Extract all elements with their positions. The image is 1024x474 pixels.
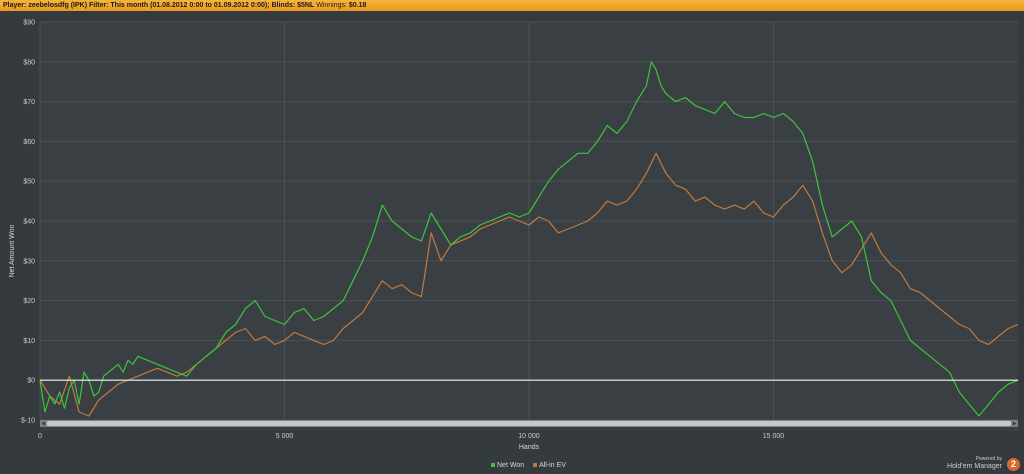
winnings-graph: $90 $80 $70 $60 $50 $40 $30 $20 $10 $0 $-10 0 5 000… <box>9 20 1019 451</box>
winnings-label: Winnings: <box>316 2 347 9</box>
legend-label-all-in-ev: All-in EV <box>539 462 566 469</box>
x-axis-title: Hands <box>519 444 540 451</box>
series-line-net-won <box>39 61 1019 417</box>
series-lines <box>39 61 1019 417</box>
branding: Powered by Hold'em Manager <box>947 456 1002 471</box>
legend-item-net-won[interactable]: Net Won <box>491 462 526 469</box>
chart-header: Player: zeebelosdfg (IPK) Filter: This m… <box>0 0 1024 11</box>
powered-by-text: Powered by <box>975 456 1002 462</box>
y-tick-label: $-10 <box>21 418 35 425</box>
x-axis-ticks: 0 5 000 10 000 15 000 <box>38 433 784 440</box>
y-tick-label: $50 <box>23 179 35 186</box>
y-tick-label: $70 <box>23 99 35 106</box>
y-tick-label: $10 <box>23 338 35 345</box>
scrollbar-thumb[interactable] <box>47 421 1011 426</box>
filter-value: This month (01.08.2012 0:00 to 01.09.201… <box>110 2 315 9</box>
y-axis-ticks: $90 $80 $70 $60 $50 $40 $30 $20 $10 $0 $-10 <box>21 20 35 425</box>
legend-label-net-won: Net Won <box>497 462 525 469</box>
x-tick-label: 0 <box>38 433 42 440</box>
horizontal-scrollbar[interactable] <box>40 420 1018 427</box>
winnings-value: $0.18 <box>348 2 367 9</box>
x-tick-label: 10 000 <box>518 433 540 440</box>
y-tick-label: $60 <box>23 139 35 146</box>
brand-name: Hold'em Manager <box>946 463 1002 470</box>
legend-swatch-all-in-ev <box>533 463 538 468</box>
scroll-right-icon[interactable] <box>1013 421 1016 426</box>
legend-item-all-in-ev[interactable]: All-in EV <box>533 462 566 469</box>
y-tick-label: $80 <box>23 59 35 66</box>
player-name: zeebelosdfg (IPK) <box>28 2 88 9</box>
legend: Net Won All-in EV <box>491 462 573 469</box>
y-tick-label: $90 <box>23 20 35 27</box>
x-tick-label: 5 000 <box>276 433 294 440</box>
filter-label: Filter: <box>89 2 109 9</box>
x-tick-label: 15 000 <box>763 433 785 440</box>
player-label: Player: <box>3 2 27 9</box>
y-tick-label: $40 <box>23 219 35 226</box>
legend-swatch-net-won <box>491 463 495 468</box>
y-axis-title: Net Amount Won <box>9 225 16 278</box>
scroll-left-icon[interactable] <box>42 421 45 426</box>
y-tick-label: $20 <box>23 298 35 305</box>
y-tick-label: $30 <box>23 258 35 265</box>
hm2-logo-icon: 2 <box>1007 458 1020 471</box>
y-tick-label: $0 <box>27 378 35 385</box>
